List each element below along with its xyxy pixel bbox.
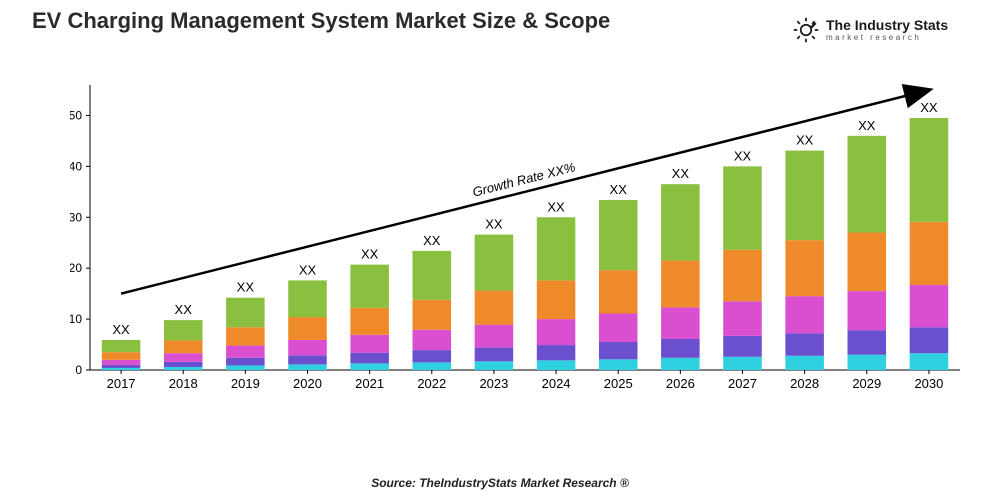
svg-text:2028: 2028 <box>790 376 819 391</box>
svg-text:XX: XX <box>920 100 938 115</box>
svg-text:2021: 2021 <box>355 376 384 391</box>
svg-text:2027: 2027 <box>728 376 757 391</box>
svg-text:2026: 2026 <box>666 376 695 391</box>
svg-text:2024: 2024 <box>542 376 571 391</box>
svg-text:2019: 2019 <box>231 376 260 391</box>
svg-text:XX: XX <box>610 182 628 197</box>
chart-title: EV Charging Management System Market Siz… <box>32 8 610 34</box>
svg-text:2018: 2018 <box>169 376 198 391</box>
svg-text:XX: XX <box>547 199 565 214</box>
svg-text:50: 50 <box>70 108 82 122</box>
svg-text:2020: 2020 <box>293 376 322 391</box>
svg-text:2023: 2023 <box>479 376 508 391</box>
svg-text:XX: XX <box>361 247 379 262</box>
svg-text:10: 10 <box>70 312 82 326</box>
svg-text:XX: XX <box>299 262 317 277</box>
brand-logo: The Industry Stats market research <box>792 10 972 50</box>
svg-text:0: 0 <box>75 363 82 377</box>
svg-text:XX: XX <box>734 148 752 163</box>
gear-icon <box>792 16 820 44</box>
svg-text:XX: XX <box>796 133 814 148</box>
svg-text:XX: XX <box>237 280 255 295</box>
svg-text:2025: 2025 <box>604 376 633 391</box>
svg-text:XX: XX <box>672 166 690 181</box>
bar-chart: 01020304050USD MillionXX2017XX2018XX2019… <box>70 70 970 440</box>
chart-svg: 01020304050USD MillionXX2017XX2018XX2019… <box>70 70 970 400</box>
svg-text:Growth Rate XX%: Growth Rate XX% <box>471 159 577 199</box>
source-caption: Source: TheIndustryStats Market Research… <box>0 476 1000 490</box>
svg-text:XX: XX <box>175 302 193 317</box>
logo-top-text: The Industry Stats <box>826 18 948 32</box>
svg-text:40: 40 <box>70 159 82 173</box>
svg-text:XX: XX <box>485 217 503 232</box>
svg-text:2017: 2017 <box>107 376 136 391</box>
svg-text:20: 20 <box>70 261 82 275</box>
svg-text:30: 30 <box>70 210 82 224</box>
svg-text:XX: XX <box>112 322 130 337</box>
svg-text:XX: XX <box>858 118 876 133</box>
svg-text:2030: 2030 <box>914 376 943 391</box>
svg-text:2029: 2029 <box>852 376 881 391</box>
svg-text:2022: 2022 <box>417 376 446 391</box>
svg-text:XX: XX <box>423 233 441 248</box>
logo-bottom-text: market research <box>826 34 948 42</box>
